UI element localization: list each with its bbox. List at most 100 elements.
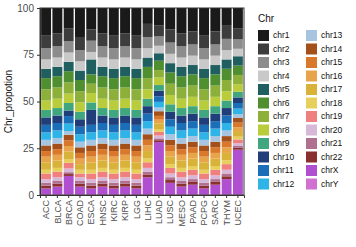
x-tick-label: LUAD <box>154 200 164 225</box>
bar-segment <box>143 8 153 24</box>
legend-label: chr21 <box>321 138 343 148</box>
x-tick-mark <box>113 195 114 198</box>
legend-label: chr9 <box>273 138 290 148</box>
legend-swatch <box>258 84 269 95</box>
legend-item: chr9 <box>258 138 290 149</box>
bar-segment <box>210 159 220 166</box>
bar-segment <box>177 177 187 181</box>
bar-segment <box>109 89 119 100</box>
bar-segment <box>120 130 130 137</box>
bar-segment <box>131 125 141 132</box>
bar-segment <box>143 151 153 158</box>
bar-segment <box>86 41 96 52</box>
legend-swatch <box>306 125 317 136</box>
bar-segment <box>165 63 175 72</box>
bar-segment <box>86 132 96 139</box>
bar-segment <box>120 187 130 194</box>
bar-segment <box>98 184 108 187</box>
bar-segment <box>52 99 62 108</box>
bar-segment <box>64 176 74 195</box>
bar-segment <box>222 116 232 123</box>
bar-segment <box>165 183 175 194</box>
bar-segment <box>75 184 85 187</box>
bar-segment <box>210 106 220 113</box>
bar-segment <box>131 145 141 151</box>
legend-label: chr4 <box>273 71 290 81</box>
bar-segment <box>199 170 209 174</box>
bars <box>41 8 243 195</box>
bar-segment <box>143 106 153 113</box>
bar-segment <box>210 74 220 85</box>
bar-segment <box>210 182 220 185</box>
bar-segment <box>143 99 153 106</box>
bar-segment <box>120 87 130 98</box>
bar-segment <box>86 102 96 109</box>
y-tick: 50 <box>23 96 40 107</box>
legend-item: chr22 <box>306 152 343 163</box>
x-tick-label: COAD <box>75 200 85 227</box>
bar-segment <box>52 177 62 181</box>
bar-segment <box>75 61 85 70</box>
bar-segment <box>120 108 130 115</box>
x-tick: UCEC <box>233 195 243 226</box>
bar-segment <box>177 138 187 144</box>
bar-segment <box>120 149 130 155</box>
x-tick-mark <box>79 195 80 198</box>
bar-segment <box>131 183 141 186</box>
bar-segment <box>64 8 74 28</box>
bar-segment <box>210 153 220 159</box>
bar-segment <box>143 129 153 135</box>
legend-label: chr16 <box>321 71 343 81</box>
bar-segment <box>165 168 175 174</box>
y-tick-mark <box>37 102 40 103</box>
bar-segment <box>52 172 62 178</box>
bar-segment <box>131 78 141 89</box>
bar-segment <box>165 8 175 30</box>
legend-item: chr8 <box>258 125 290 136</box>
bar-segment <box>233 39 243 48</box>
bar-segment <box>154 116 164 120</box>
y-tick: 0 <box>28 190 40 201</box>
bar-segment <box>199 78 209 89</box>
bar-segment <box>199 132 209 139</box>
bar-segment <box>75 187 85 194</box>
bar-segment <box>210 97 220 106</box>
bar-segment <box>233 150 243 195</box>
bar-segment <box>75 173 85 177</box>
y-tick: 75 <box>23 49 40 60</box>
bar-segment <box>52 76 62 87</box>
bar-segment <box>177 184 187 187</box>
y-tick: 25 <box>23 143 40 154</box>
bar-segment <box>233 49 243 56</box>
bar-segment <box>131 8 141 35</box>
bar-segment <box>154 46 164 53</box>
x-tick: MESO <box>177 195 187 227</box>
bar-segment <box>98 130 108 137</box>
bar-segment <box>98 187 108 194</box>
bar-segment <box>120 155 130 161</box>
bar-segment <box>177 123 187 130</box>
bar-segment <box>177 99 187 108</box>
bar-segment <box>64 140 74 146</box>
x-tick: LUAD <box>154 195 164 224</box>
legend-swatch <box>258 44 269 55</box>
bar-segment <box>222 59 232 68</box>
bar-segment <box>109 173 119 179</box>
bar-segment <box>52 181 62 184</box>
bar-segment <box>109 110 119 117</box>
bar-segment <box>154 91 164 97</box>
legend-swatch <box>258 71 269 82</box>
bar-segment <box>210 31 220 44</box>
bar-segment <box>120 58 130 67</box>
bar-segment <box>188 136 198 142</box>
bar-segment <box>75 181 85 184</box>
bar-segment <box>177 67 187 76</box>
x-tick-mark <box>170 195 171 198</box>
bar-segment <box>41 145 51 151</box>
bar-segment <box>199 59 209 68</box>
bar-segment <box>199 162 209 169</box>
bar-segment <box>188 185 198 194</box>
bar-segment <box>52 8 62 33</box>
bar-segment <box>188 170 198 176</box>
bar-segment <box>41 69 51 78</box>
